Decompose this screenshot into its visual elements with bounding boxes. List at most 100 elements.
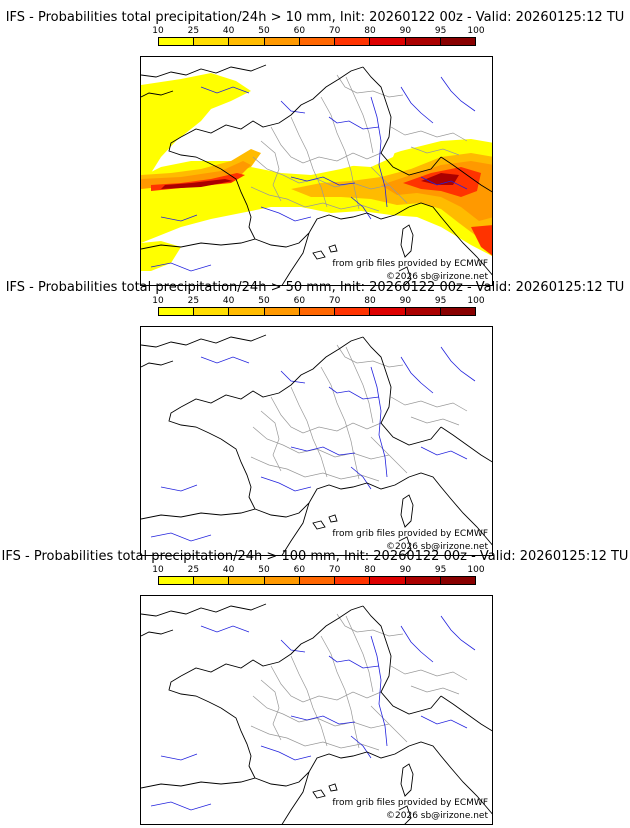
source-credit: from grib files provided by ECMWF — [332, 798, 488, 808]
river — [420, 446, 468, 460]
admin-border — [410, 416, 460, 426]
colorbar-tick-label: 90 — [399, 296, 412, 306]
coastline — [254, 745, 410, 787]
coastline — [362, 336, 442, 446]
river — [260, 206, 312, 222]
river — [350, 196, 372, 220]
admin-border — [290, 116, 328, 208]
colorbar-segment — [335, 577, 371, 584]
river — [200, 625, 250, 633]
colorbar-tick-label: 95 — [434, 296, 447, 306]
colorbar-segment — [159, 308, 195, 315]
river — [400, 625, 434, 663]
admin-border — [370, 166, 408, 204]
coastline — [141, 360, 174, 368]
map-svg — [141, 603, 492, 824]
coastline — [220, 168, 256, 240]
coastline — [180, 336, 364, 408]
coastline — [408, 741, 492, 815]
river — [160, 753, 198, 761]
colorbar-segment — [264, 308, 300, 315]
map-svg — [141, 64, 492, 285]
admin-border — [250, 186, 380, 212]
coastline — [408, 472, 492, 546]
colorbar-segment — [194, 577, 230, 584]
river — [400, 356, 434, 394]
river — [150, 801, 212, 811]
coastline — [312, 250, 326, 260]
precip-area — [141, 103, 171, 119]
colorbar-boxes — [158, 37, 476, 46]
river — [280, 370, 306, 384]
colorbar-tick-label: 25 — [187, 565, 200, 575]
coastline — [312, 789, 326, 799]
colorbar-tick-label: 80 — [364, 296, 376, 306]
river — [420, 715, 468, 729]
colorbar-segment — [264, 38, 300, 45]
precip-area — [281, 107, 401, 167]
admin-border — [250, 456, 380, 482]
river — [328, 116, 380, 130]
admin-border — [390, 396, 468, 412]
coastline — [141, 603, 267, 617]
source-credit: from grib files provided by ECMWF — [332, 259, 488, 269]
river — [350, 466, 372, 490]
admin-border — [410, 146, 460, 156]
admin-border — [345, 346, 374, 424]
coastline — [141, 508, 256, 520]
colorbar-boxes — [158, 307, 476, 316]
river — [260, 745, 312, 761]
colorbar: 10 25 40 50 60 70 80 90 95 100 — [152, 26, 485, 56]
coastline — [220, 707, 256, 779]
colorbar-segment — [370, 577, 406, 584]
colorbar-tick-label: 40 — [222, 26, 235, 36]
coastline — [328, 514, 338, 523]
coastline — [400, 494, 414, 528]
river — [150, 262, 212, 272]
river — [290, 715, 356, 725]
colorbar-segment — [370, 38, 406, 45]
copyright-credit: ©2026 sb@irizone.net — [386, 542, 488, 552]
panel-title: IFS - Probabilities total precipitation/… — [5, 10, 625, 25]
admin-border — [320, 366, 360, 480]
copyright-credit: ©2026 sb@irizone.net — [386, 811, 488, 821]
coastline — [281, 502, 310, 555]
river — [200, 86, 250, 94]
coastline — [168, 406, 222, 440]
river — [200, 356, 250, 364]
source-credit: from grib files provided by ECMWF — [332, 529, 488, 539]
river — [328, 386, 380, 400]
coastline — [281, 232, 310, 285]
coastline — [408, 202, 492, 276]
coastline — [180, 66, 364, 138]
colorbar-tick-label: 50 — [258, 296, 270, 306]
admin-border — [270, 126, 382, 164]
coastline — [281, 771, 310, 824]
coastline — [440, 695, 492, 732]
colorbar-tick-label: 60 — [293, 565, 306, 575]
river — [370, 635, 388, 747]
colorbar-segment — [405, 308, 441, 315]
admin-border — [390, 665, 468, 681]
coastline — [328, 244, 338, 253]
admin-border — [320, 635, 360, 749]
coastline — [220, 438, 256, 510]
river — [370, 366, 388, 478]
colorbar-segment — [335, 308, 371, 315]
river — [420, 176, 468, 190]
coastline — [168, 675, 222, 709]
river — [280, 639, 306, 653]
admin-border — [252, 695, 390, 729]
colorbar-tick-label: 50 — [258, 26, 270, 36]
colorbar-ticks: 10 25 40 50 60 70 80 90 95 100 — [152, 26, 484, 36]
map-svg — [141, 334, 492, 555]
coastline — [400, 763, 414, 797]
colorbar-segment — [405, 38, 441, 45]
colorbar-tick-label: 95 — [434, 26, 447, 36]
river — [440, 346, 476, 382]
admin-border — [252, 156, 390, 190]
coastline — [141, 90, 174, 98]
colorbar-segment — [229, 38, 265, 45]
admin-border — [370, 436, 408, 474]
coastline — [180, 605, 364, 677]
